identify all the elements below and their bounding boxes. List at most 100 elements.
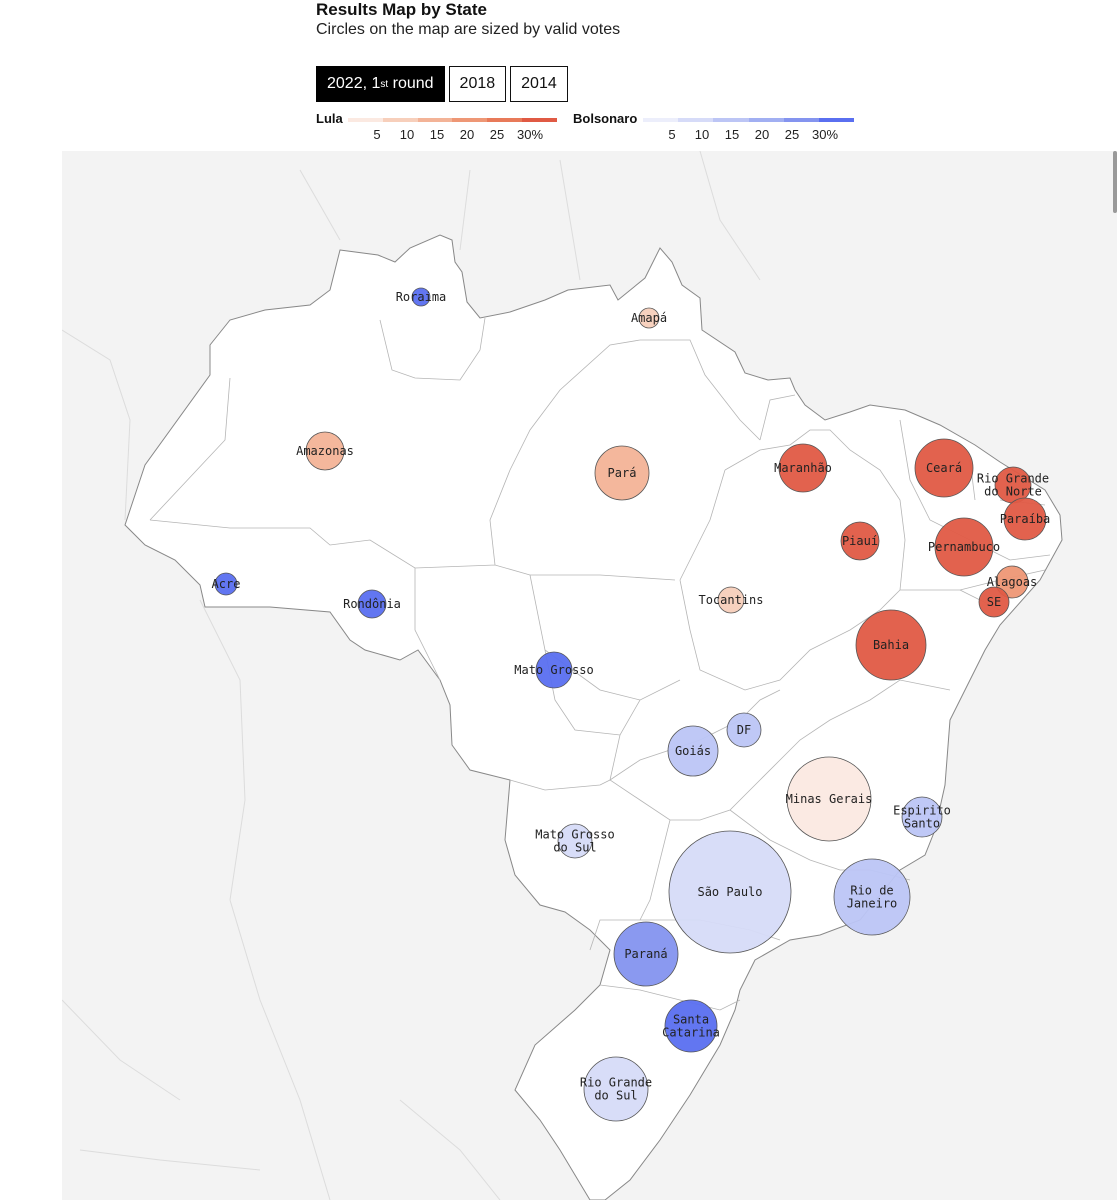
state-circle[interactable] [726, 712, 762, 748]
state-circle[interactable] [638, 307, 660, 329]
state-label: Bahia [873, 638, 909, 652]
state-label: São Paulo [697, 885, 762, 899]
legend-swatch [348, 118, 383, 122]
state-circle[interactable] [995, 565, 1029, 599]
state-circle[interactable] [305, 431, 345, 471]
state-marker[interactable]: Paraíba [1000, 497, 1051, 541]
state-label: Acre [212, 577, 241, 591]
state-circle[interactable] [786, 756, 872, 842]
state-marker[interactable]: Alagoas [987, 565, 1038, 599]
state-marker[interactable]: Piauí [840, 521, 880, 561]
state-circle[interactable] [717, 586, 745, 614]
state-circle[interactable] [667, 725, 719, 777]
state-label: Alagoas [987, 575, 1038, 589]
tab-label-sup: st [380, 78, 389, 90]
state-label: Rio de [850, 884, 893, 898]
legend-tick: 15 [429, 127, 445, 142]
legend-tick: 20 [459, 127, 475, 142]
state-marker[interactable]: SE [978, 586, 1010, 618]
state-marker[interactable]: DF [726, 712, 762, 748]
state-label: Amazonas [296, 444, 354, 458]
state-label: do Sul [553, 841, 596, 855]
legend-swatch [522, 118, 557, 122]
state-marker[interactable]: Pernambuco [928, 517, 1000, 577]
state-label: Paraná [624, 947, 667, 961]
state-circle[interactable] [594, 445, 650, 501]
state-circle[interactable] [778, 443, 828, 493]
state-label: do Norte [984, 485, 1042, 499]
state-circle[interactable] [664, 999, 718, 1053]
neighbor-border [62, 151, 761, 1200]
state-circle[interactable] [934, 517, 994, 577]
state-circle[interactable] [411, 287, 431, 307]
state-circle[interactable] [668, 830, 792, 954]
state-circle[interactable] [855, 609, 927, 681]
legend-swatch [487, 118, 523, 122]
state-circle[interactable] [833, 858, 911, 936]
legend-swatch [417, 118, 453, 122]
legend-tick: 5 [373, 127, 381, 142]
state-marker[interactable]: Maranhão [774, 443, 832, 493]
state-label: Pernambuco [928, 540, 1000, 554]
state-label: Tocantins [698, 593, 763, 607]
legend-bolsonaro-name: Bolsonaro [573, 111, 638, 126]
state-circle[interactable] [557, 823, 593, 859]
state-label: Piauí [842, 534, 878, 548]
basemap [62, 151, 1063, 1200]
state-marker[interactable]: Amazonas [296, 431, 354, 471]
state-label: Espirito [893, 804, 951, 818]
state-label: Janeiro [847, 897, 898, 911]
state-circle[interactable] [535, 651, 573, 689]
state-label: Rio Grande [580, 1076, 652, 1090]
state-marker[interactable]: São Paulo [668, 830, 792, 954]
legend-swatch [748, 118, 784, 122]
state-circle[interactable] [357, 589, 387, 619]
state-marker[interactable]: Mato Grosso [514, 651, 594, 689]
legend-lula-scale [348, 118, 557, 122]
legend-tick: 30% [516, 127, 544, 142]
state-marker[interactable]: Paraná [613, 921, 679, 987]
map-scrollbar[interactable] [1113, 151, 1117, 213]
state-circle[interactable] [1003, 497, 1047, 541]
legend-tick: 5 [668, 127, 676, 142]
state-circle[interactable] [914, 438, 974, 498]
state-circle[interactable] [613, 921, 679, 987]
state-circle[interactable] [840, 521, 880, 561]
state-marker[interactable]: Pará [594, 445, 650, 501]
page-subtitle: Circles on the map are sized by valid vo… [316, 21, 621, 38]
legend-tick: 25 [489, 127, 505, 142]
state-label: do Sul [594, 1089, 637, 1103]
state-circle[interactable] [978, 586, 1010, 618]
state-marker[interactable]: Goiás [667, 725, 719, 777]
tab-2014[interactable]: 2014 [510, 66, 568, 102]
state-label: Paraíba [1000, 512, 1051, 526]
legend-swatch [678, 118, 714, 122]
state-circle[interactable] [583, 1056, 649, 1122]
state-label: Santa [673, 1013, 709, 1027]
state-marker[interactable]: Ceará [914, 438, 974, 498]
legend-swatch [818, 118, 855, 122]
state-marker[interactable]: Rondônia [343, 589, 401, 619]
state-marker[interactable]: Amapá [631, 307, 667, 329]
state-marker[interactable]: Acre [212, 572, 241, 596]
tab-2018[interactable]: 2018 [448, 66, 507, 102]
state-marker[interactable]: Bahia [855, 609, 927, 681]
state-label: Pará [608, 466, 637, 480]
state-circle[interactable] [214, 572, 238, 596]
state-circle[interactable] [901, 796, 943, 838]
state-marker[interactable]: Roraima [396, 287, 447, 307]
legend-swatch [382, 118, 418, 122]
country-outline [124, 234, 1063, 1200]
state-marker[interactable]: Minas Gerais [786, 756, 873, 842]
tab-label: 2022, 1 [327, 75, 381, 92]
state-marker[interactable]: Tocantins [698, 586, 764, 614]
legend-tick: 10 [694, 127, 710, 142]
state-label: DF [737, 723, 751, 737]
